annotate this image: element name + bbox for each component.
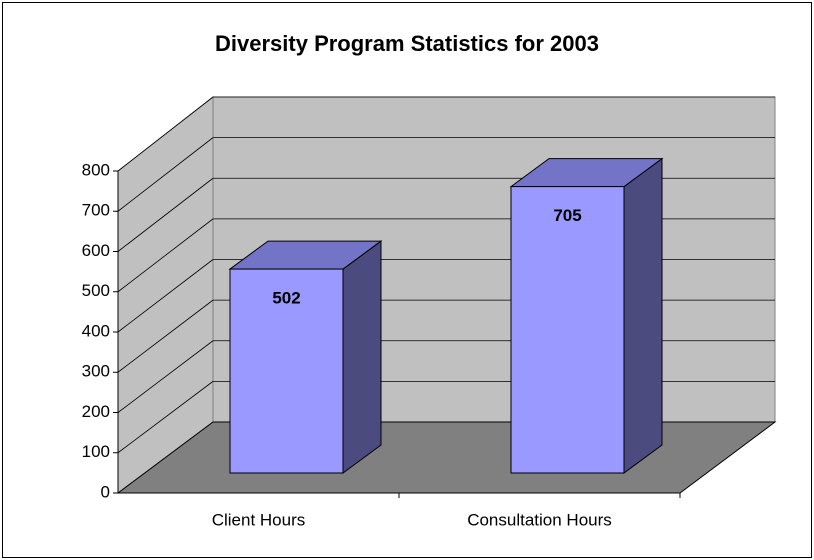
grid-line: [117, 340, 214, 413]
y-tick-label: 0: [101, 482, 110, 501]
data-label: 705: [553, 206, 581, 225]
bar: [510, 186, 625, 474]
bar: [229, 268, 344, 474]
y-tick-label: 200: [82, 402, 110, 421]
grid-line: [117, 259, 214, 333]
y-tick-label: 700: [82, 201, 110, 220]
y-tick-label: 800: [82, 160, 110, 179]
grid-line: [117, 381, 214, 454]
bar-side: [623, 157, 663, 474]
floor: [116, 421, 777, 494]
y-tick-label: 600: [82, 241, 110, 260]
y-tick-label: 300: [82, 362, 110, 381]
y-tick-label: 400: [82, 321, 110, 340]
grid-line: [117, 137, 214, 212]
y-tick-label: 100: [82, 442, 110, 461]
x-tick-label: Client Hours: [212, 510, 306, 529]
chart-title: Diversity Program Statistics for 2003: [215, 31, 599, 56]
grid-line: [117, 299, 214, 373]
bar-side: [342, 240, 382, 474]
data-label: 502: [272, 289, 300, 308]
grid-line: [117, 177, 214, 252]
grid-line: [117, 218, 214, 293]
walls: [116, 95, 777, 494]
y-tick-label: 500: [82, 281, 110, 300]
grid-line: [117, 96, 214, 172]
x-tick-label: Consultation Hours: [467, 510, 612, 529]
